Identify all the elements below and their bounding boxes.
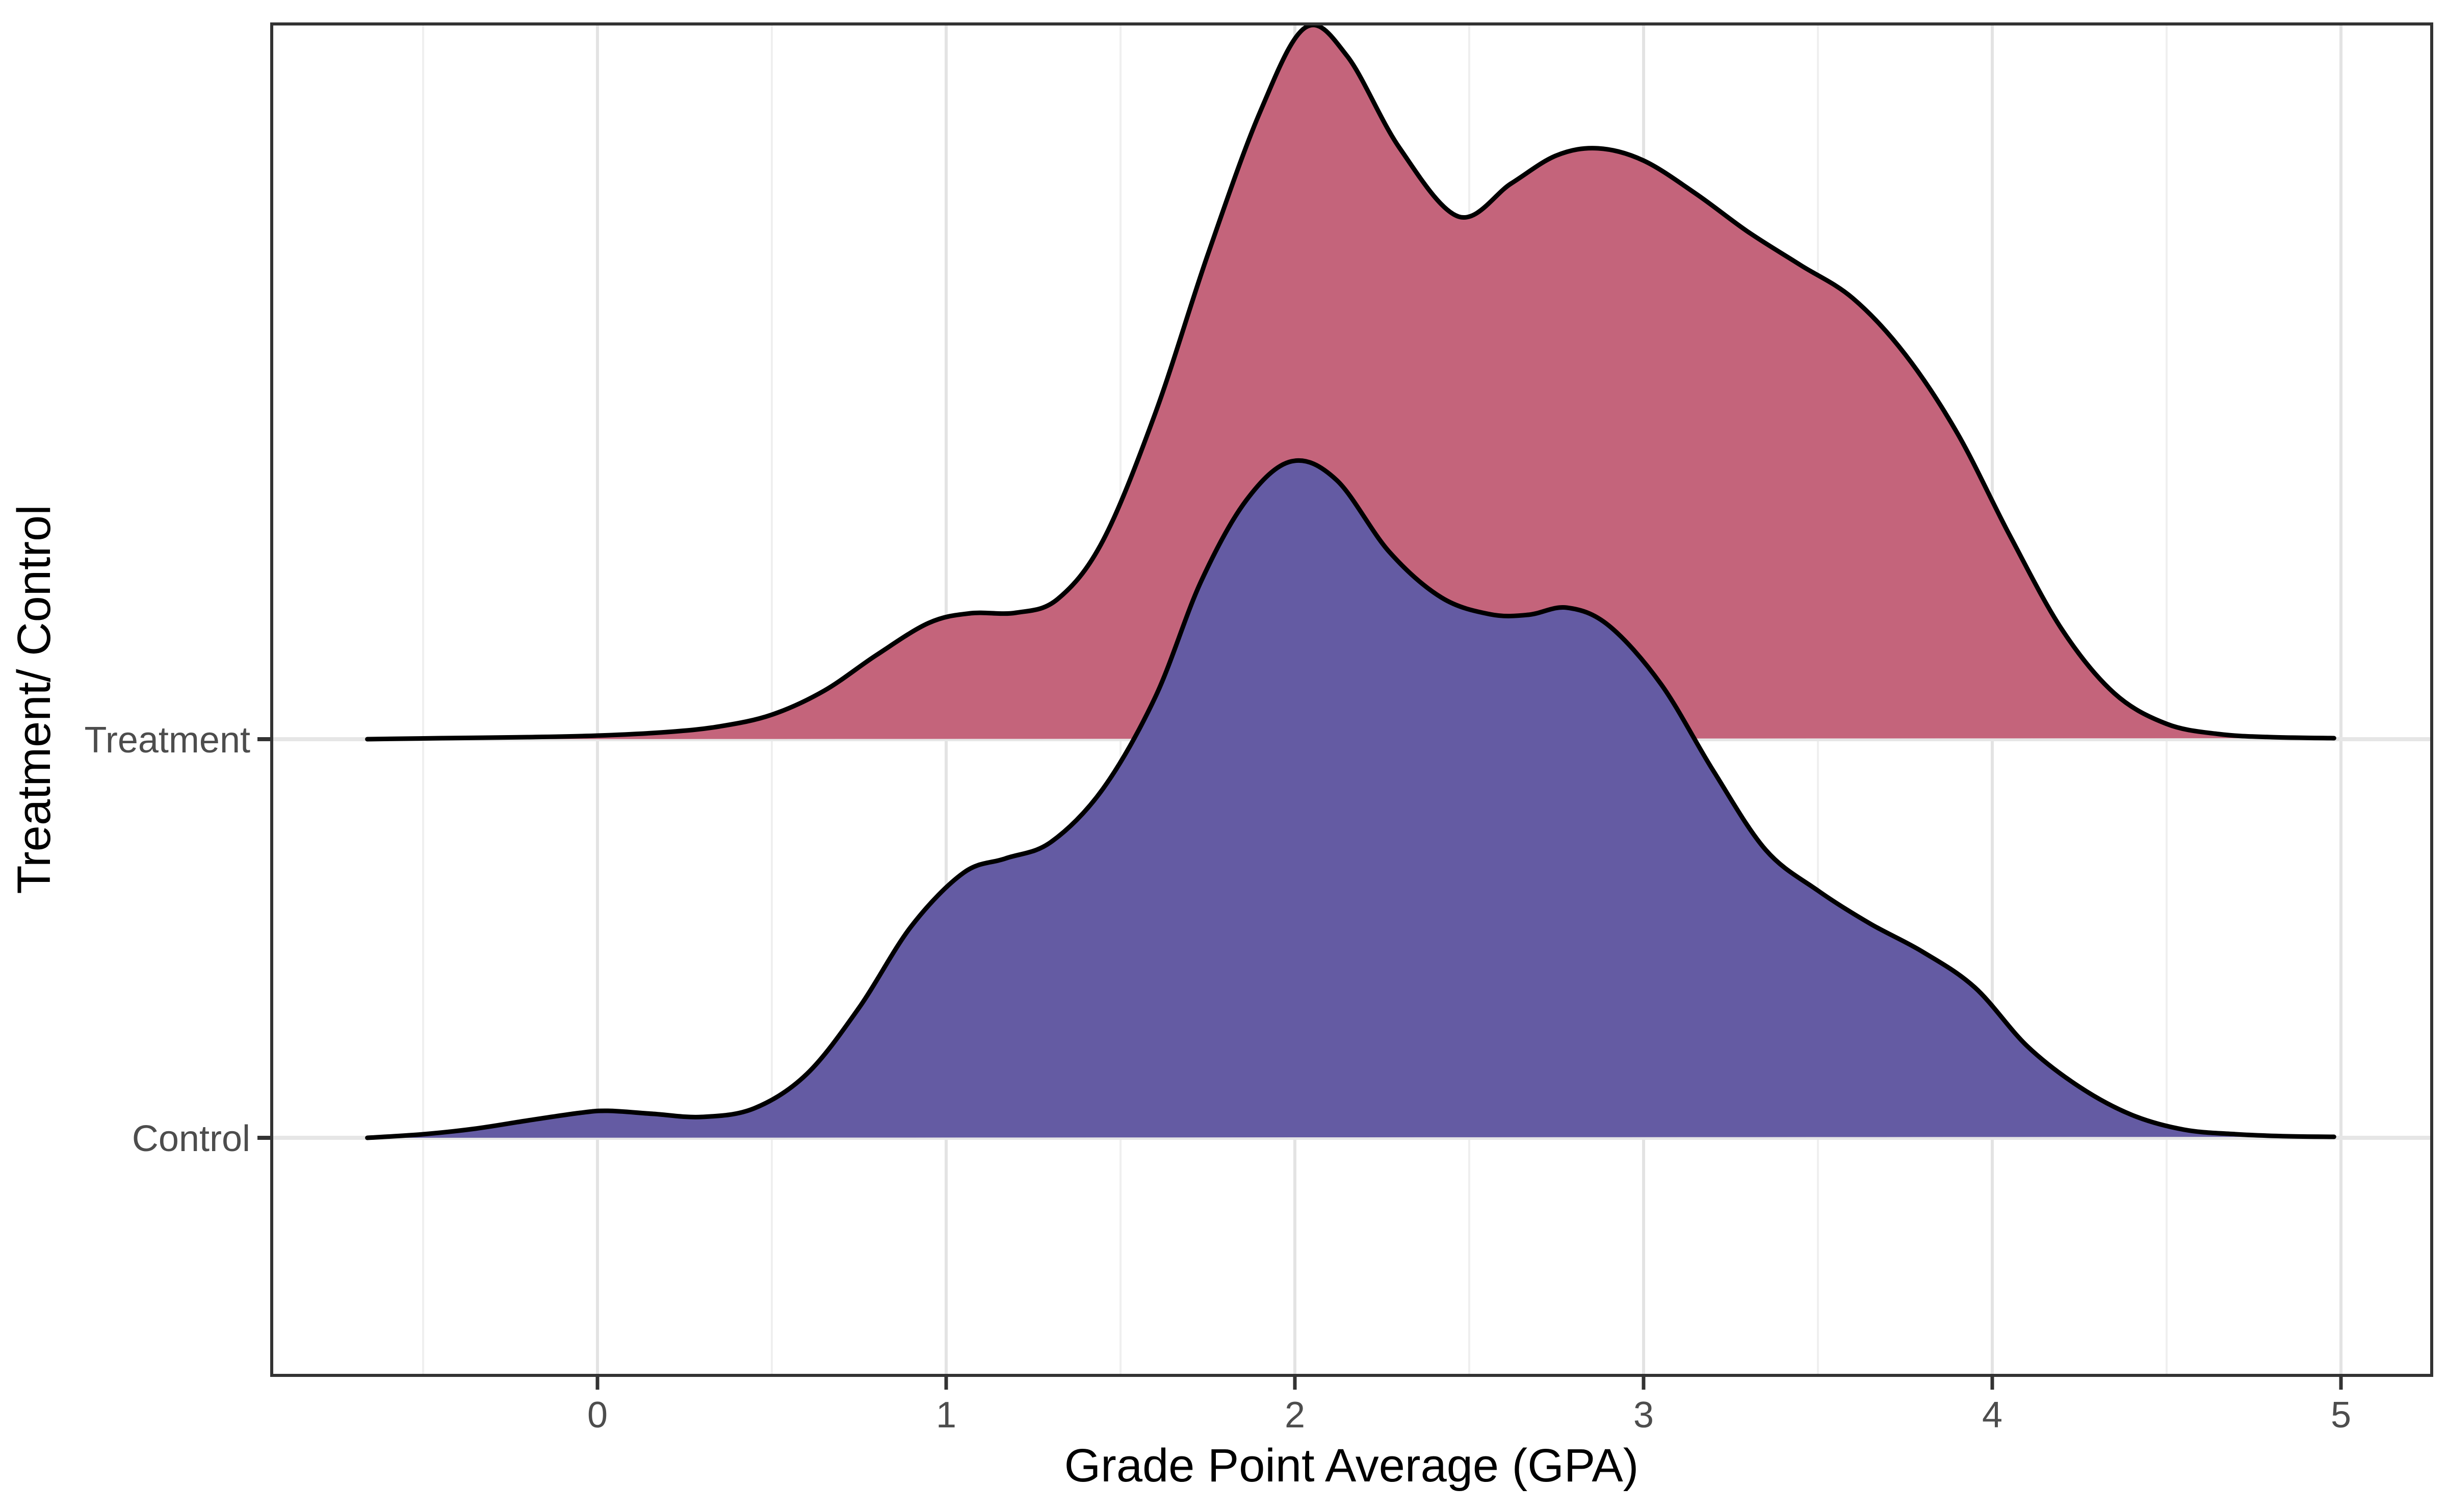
x-tick-label: 0 <box>587 1395 608 1436</box>
x-tick-label: 5 <box>2331 1395 2351 1436</box>
y-axis-tick-labels: Treatment Control <box>85 720 250 1159</box>
y-tick-label-treatment: Treatment <box>85 720 250 761</box>
density-outline-treatment <box>365 22 2336 742</box>
x-tick-label: 2 <box>1285 1395 1305 1436</box>
x-tick-label: 3 <box>1633 1395 1654 1436</box>
density-fill-treatment <box>367 25 2334 739</box>
y-tick-label-control: Control <box>132 1118 250 1159</box>
y-axis-ticks <box>257 737 270 1140</box>
density-ridges <box>365 22 2336 1140</box>
x-axis-ticks <box>595 1377 2343 1390</box>
density-outline-control <box>365 458 2336 1140</box>
panel-border <box>270 22 2433 1377</box>
x-axis-tick-labels: 0 1 2 3 4 5 <box>587 1395 2351 1436</box>
x-tick-label: 4 <box>1982 1395 2002 1436</box>
x-tick-label: 1 <box>936 1395 956 1436</box>
y-axis-title: Treatment/ Control <box>8 505 60 894</box>
x-axis-title: Grade Point Average (GPA) <box>1064 1440 1639 1492</box>
density-fill-control <box>367 460 2334 1138</box>
